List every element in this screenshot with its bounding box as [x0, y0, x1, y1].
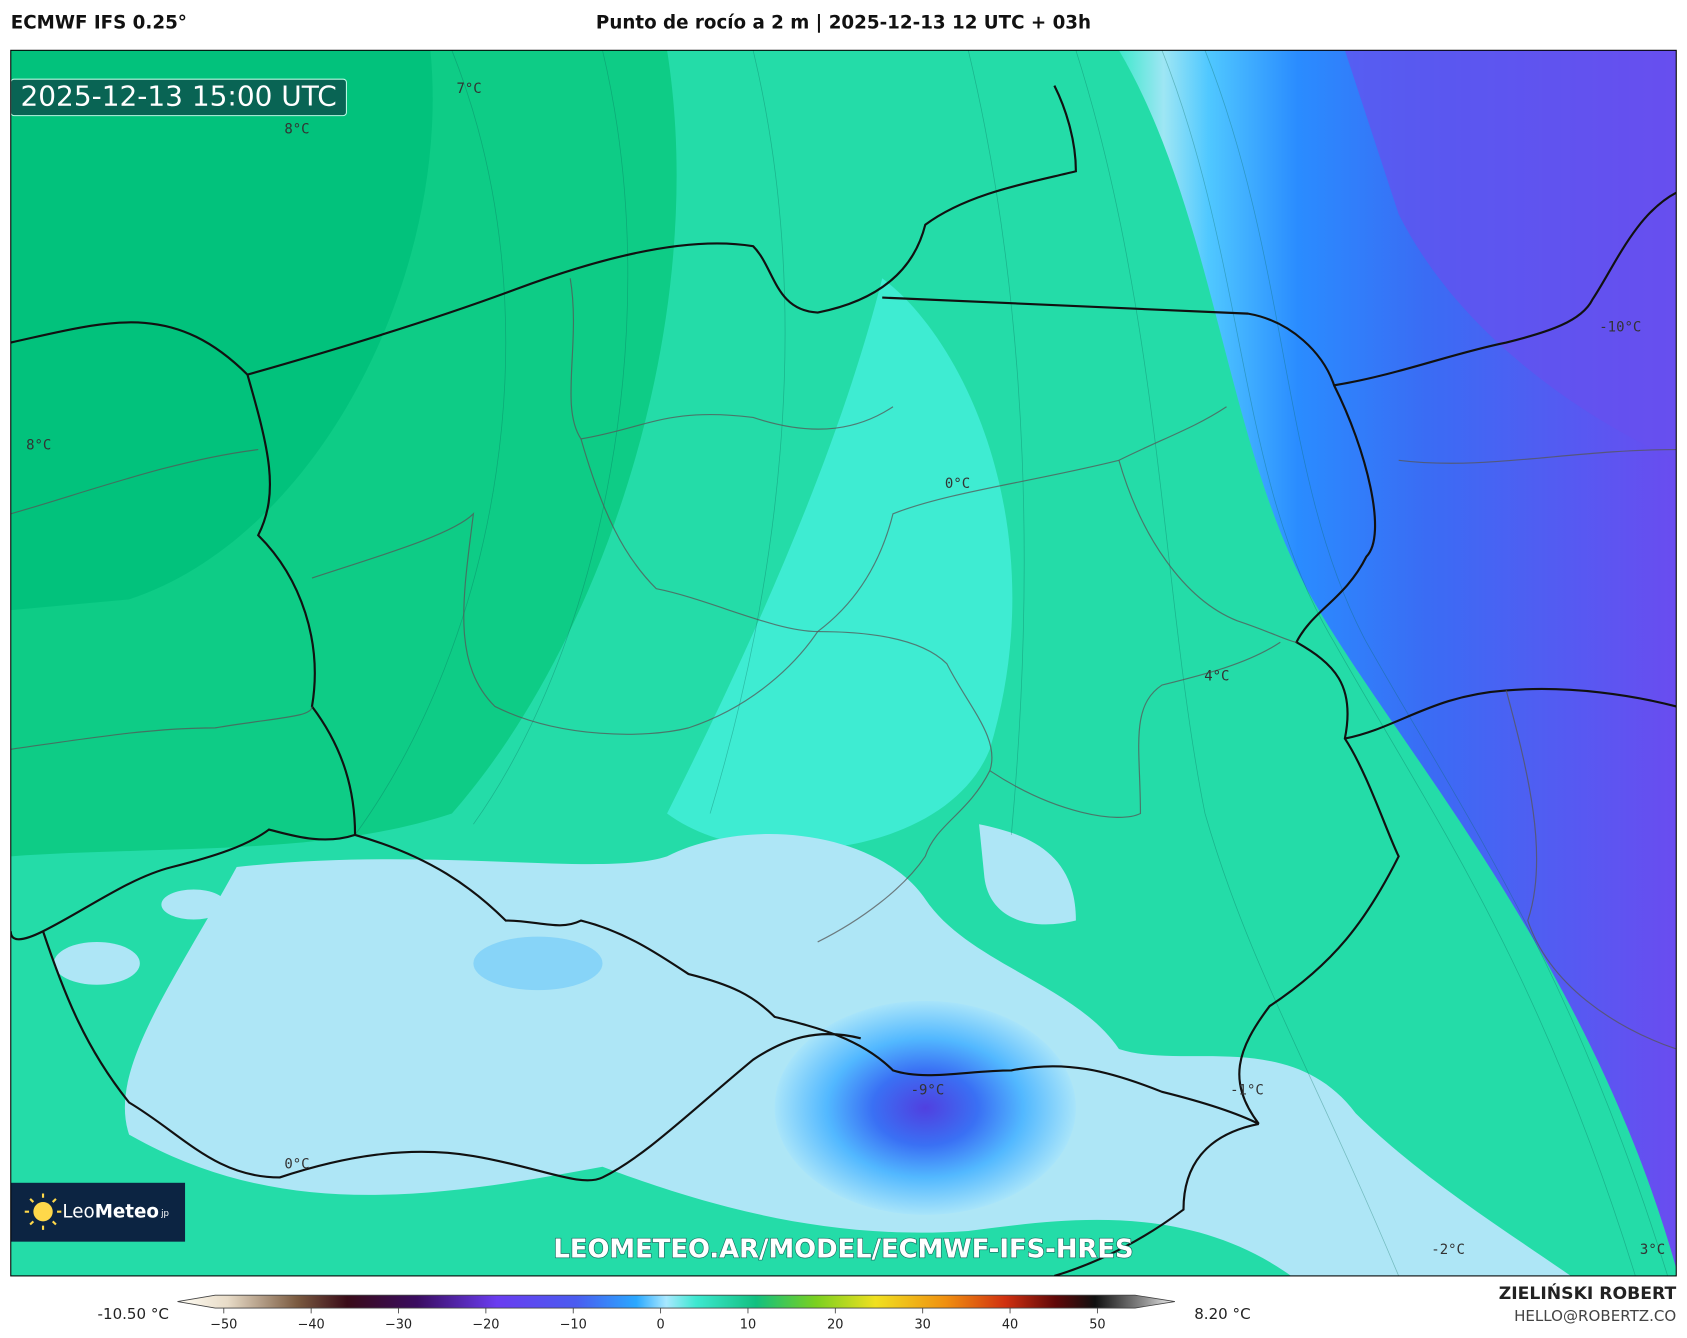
- contour-label: -9°C: [911, 1083, 945, 1099]
- colorbar-bar: [177, 1294, 1175, 1309]
- borders: [10, 85, 1677, 1276]
- colorbar: -10.50 °C 8.20 °C −50 −40 −30 −20 −10 0 10 20 30…: [98, 1294, 1251, 1333]
- map-frame: [10, 49, 1677, 1277]
- watermark: LEOMETEO.AR/MODEL/ECMWF-IFS-HRES: [553, 1235, 1133, 1265]
- contour-label: -1°C: [1230, 1083, 1264, 1099]
- colorbar-min: -10.50 °C: [98, 1305, 169, 1323]
- model-title: ECMWF IFS 0.25°: [11, 13, 187, 34]
- logo-suffix: jp: [160, 1208, 169, 1218]
- contour-label: -10°C: [1599, 320, 1641, 336]
- cold-patch: [473, 936, 603, 991]
- colorbar-tick-label: −10: [560, 1318, 587, 1333]
- logo: LeoMeteo jp: [10, 1182, 186, 1242]
- contour-labels: 7°C 8°C 8°C 0°C -10°C 4°C -9°C -1°C 0°C -2°C 3°C: [26, 81, 1665, 1258]
- colorbar-tick-label: −50: [210, 1318, 237, 1333]
- colorbar-tick-label: 50: [1089, 1318, 1105, 1333]
- cold-spot: [774, 1000, 1076, 1215]
- author-email: HELLO@ROBERTZ.CO: [1514, 1307, 1676, 1325]
- regions: [10, 278, 1677, 1050]
- contour-label: 4°C: [1204, 669, 1229, 685]
- colorbar-tick-label: 0: [656, 1318, 664, 1333]
- cyan-area: [667, 278, 1013, 850]
- colorbar-ticks: −50 −40 −30 −20 −10 0 10 20 30 40 50: [210, 1308, 1106, 1333]
- colorbar-tick-label: 20: [827, 1318, 843, 1333]
- contours: [354, 50, 1668, 1276]
- contour-label: -2°C: [1431, 1242, 1465, 1258]
- contour-label: 0°C: [945, 476, 970, 492]
- contour-label: 7°C: [456, 81, 481, 97]
- colorbar-tick-label: 10: [740, 1318, 756, 1333]
- contour-label: 3°C: [1640, 1242, 1665, 1258]
- timestamp-box: 2025-12-13 15:00 UTC: [10, 78, 347, 117]
- colorbar-tick-label: −30: [385, 1318, 412, 1333]
- author-name: ZIELIŃSKI ROBERT: [1499, 1282, 1677, 1304]
- logo-sun: [33, 1202, 53, 1222]
- colorbar-tick-label: 30: [914, 1318, 930, 1333]
- contour-label: 8°C: [284, 122, 309, 138]
- colorbar-tick-label: −40: [298, 1318, 325, 1333]
- map: 7°C 8°C 8°C 0°C -10°C 4°C -9°C -1°C 0°C -2°C 3°C 2…: [10, 50, 1677, 1276]
- cool-patch: [161, 889, 226, 920]
- timestamp: 2025-12-13 15:00 UTC: [20, 79, 336, 112]
- contour-label: 0°C: [284, 1157, 309, 1173]
- cool-patch: [979, 824, 1076, 925]
- coldest-east: [1344, 50, 1677, 461]
- timestamp-background: [10, 78, 347, 117]
- contour-label: 8°C: [26, 437, 51, 453]
- logo-text: LeoMeteo jp: [62, 1202, 169, 1223]
- colorbar-max: 8.20 °C: [1194, 1305, 1250, 1323]
- warm-core: [10, 50, 433, 611]
- logo-rays: [24, 1193, 62, 1230]
- logo-bold: Meteo: [95, 1202, 159, 1223]
- map-title: Punto de rocío a 2 m | 2025-12-13 12 UTC…: [596, 13, 1091, 34]
- cool-patch: [53, 941, 140, 985]
- logo-light: Leo: [62, 1202, 94, 1223]
- colorbar-tick-label: −20: [472, 1318, 499, 1333]
- colorbar-tick-label: 40: [1002, 1318, 1018, 1333]
